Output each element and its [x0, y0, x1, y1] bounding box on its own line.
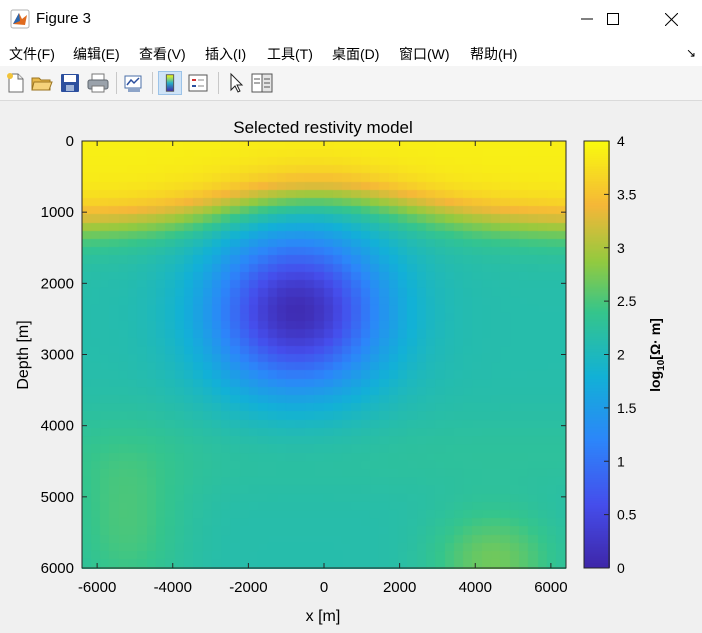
- menu-edit[interactable]: 编辑(E): [73, 46, 120, 62]
- toolbar-separator: [152, 72, 153, 94]
- matlab-app-icon: [10, 9, 30, 29]
- maximize-icon: [607, 13, 619, 25]
- heatmap-image-container: [82, 141, 566, 569]
- x-tick-label: 2000: [383, 579, 416, 596]
- menu-window[interactable]: 窗口(W): [399, 46, 450, 62]
- x-tick-label: -4000: [154, 579, 192, 596]
- maximize-button[interactable]: [590, 0, 636, 38]
- close-icon: [664, 12, 678, 26]
- y-tick-label: 4000: [41, 418, 74, 435]
- link-plot-icon[interactable]: [122, 71, 146, 95]
- x-tick-label: -2000: [229, 579, 267, 596]
- dock-arrow-icon[interactable]: ↘: [685, 46, 696, 60]
- y-tick-label: 2000: [41, 275, 74, 292]
- y-axis-label: Depth [m]: [15, 320, 32, 389]
- x-tick-label: 4000: [459, 579, 492, 596]
- minimize-icon: [581, 18, 593, 20]
- menu-desktop[interactable]: 桌面(D): [332, 46, 380, 62]
- y-tick-label: 5000: [41, 489, 74, 506]
- print-icon[interactable]: [86, 71, 110, 95]
- colorbar-label-sub: 10: [656, 359, 667, 371]
- x-axis-label: x [m]: [306, 608, 341, 625]
- y-tick-label: 3000: [41, 347, 74, 364]
- menu-view[interactable]: 查看(V): [139, 46, 186, 62]
- open-file-icon[interactable]: [30, 71, 54, 95]
- menu-bar: 文件(F) 编辑(E) 查看(V) 插入(I) 工具(T) 桌面(D) 窗口(W…: [0, 38, 702, 66]
- menu-insert[interactable]: 插入(I): [205, 46, 247, 62]
- menu-help[interactable]: 帮助(H): [470, 46, 518, 62]
- legend-toggle-icon[interactable]: [186, 71, 210, 95]
- colorbar-tick-label: 1: [617, 453, 625, 469]
- colorbar-tick-label: 2: [617, 347, 625, 363]
- colorbar-tick-label: 3.5: [617, 186, 637, 202]
- x-tick-label: -6000: [78, 579, 116, 596]
- save-icon[interactable]: [58, 71, 82, 95]
- toolbar-separator: [116, 72, 117, 94]
- colorbar-tick-label: 4: [617, 133, 625, 149]
- colorbar-label-rest: [Ω· m]: [647, 318, 663, 360]
- new-figure-icon[interactable]: [4, 71, 28, 95]
- heatmap-chart: Selected restivity model -6000 -4000 -2000…: [15, 118, 667, 625]
- y-tick-label: 6000: [41, 560, 74, 577]
- toolbar-separator: [218, 72, 219, 94]
- chart-title: Selected restivity model: [233, 118, 413, 137]
- x-tick-label: 0: [320, 579, 328, 596]
- colorbar-label: log10[Ω· m]: [647, 318, 667, 392]
- colorbar-toggle-icon[interactable]: [158, 71, 182, 95]
- menu-file[interactable]: 文件(F): [9, 46, 55, 62]
- colorbar-tick-label: 0.5: [617, 507, 637, 523]
- pointer-icon[interactable]: [224, 71, 248, 95]
- y-tick-label: 0: [66, 133, 74, 150]
- minimize-button[interactable]: [564, 0, 610, 38]
- colorbar-tick-label: 1.5: [617, 400, 637, 416]
- colorbar-tick-label: 2.5: [617, 293, 637, 309]
- colorbar-tick-label: 0: [617, 560, 625, 576]
- figure-toolbar: [0, 66, 702, 101]
- colorbar-tick-label: 3: [617, 240, 625, 256]
- colorbar-label-base: log: [647, 371, 663, 392]
- x-tick-label: 6000: [534, 579, 567, 596]
- window-titlebar: Figure 3: [0, 0, 702, 38]
- close-button[interactable]: [648, 0, 694, 38]
- y-tick-label: 1000: [41, 204, 74, 221]
- heatmap-image: [82, 141, 566, 569]
- figure-canvas: Selected restivity model -6000 -4000 -2000…: [0, 101, 702, 628]
- menu-tools[interactable]: 工具(T): [267, 46, 313, 62]
- window-title: Figure 3: [36, 10, 92, 27]
- property-editor-icon[interactable]: [250, 71, 274, 95]
